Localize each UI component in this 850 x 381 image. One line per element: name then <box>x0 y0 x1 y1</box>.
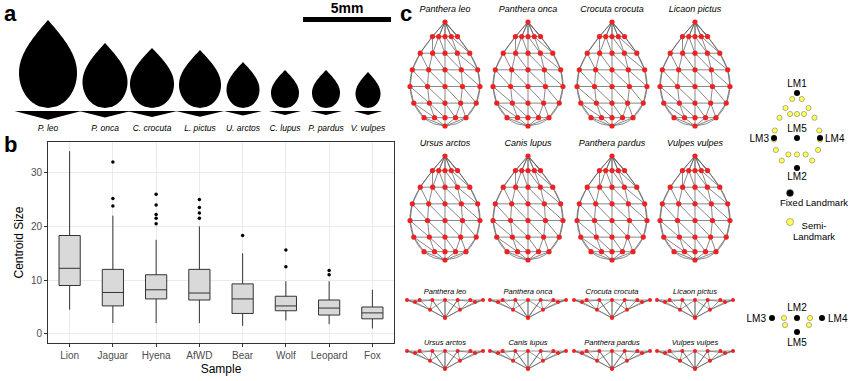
svg-text:C. lupus: C. lupus <box>269 123 301 133</box>
svg-text:LM3: LM3 <box>747 313 767 324</box>
svg-text:Semi-: Semi- <box>802 220 827 231</box>
svg-text:10: 10 <box>31 275 43 286</box>
svg-text:Lion: Lion <box>60 350 79 361</box>
svg-text:Landmark: Landmark <box>793 231 835 242</box>
svg-text:Ursus arctos: Ursus arctos <box>420 138 471 148</box>
svg-text:LM5: LM5 <box>787 337 807 348</box>
svg-text:Canis lupus: Canis lupus <box>504 138 552 148</box>
svg-text:P. leo: P. leo <box>38 123 59 133</box>
svg-text:LM4: LM4 <box>825 133 845 144</box>
svg-text:AfWD: AfWD <box>186 350 212 361</box>
svg-text:Sample: Sample <box>201 362 242 376</box>
svg-text:c: c <box>400 1 412 26</box>
svg-text:Panthera pardus: Panthera pardus <box>579 138 646 148</box>
svg-text:5mm: 5mm <box>331 0 364 16</box>
svg-text:LM1: LM1 <box>787 78 807 89</box>
svg-text:Wolf: Wolf <box>276 350 296 361</box>
svg-text:Vulpes vulpes: Vulpes vulpes <box>667 138 723 148</box>
svg-text:Canis lupus: Canis lupus <box>508 338 547 347</box>
svg-text:b: b <box>4 132 17 157</box>
svg-text:LM4: LM4 <box>828 313 848 324</box>
svg-text:Vulpes vulpes: Vulpes vulpes <box>672 338 719 347</box>
svg-text:LM2: LM2 <box>787 302 807 313</box>
svg-text:20: 20 <box>31 221 43 232</box>
svg-text:0: 0 <box>36 328 42 339</box>
svg-text:Panthera leo: Panthera leo <box>424 287 467 296</box>
svg-text:Centroid Size: Centroid Size <box>12 206 26 278</box>
svg-text:Fixed Landmark: Fixed Landmark <box>780 197 848 208</box>
svg-text:Leopard: Leopard <box>311 350 348 361</box>
svg-text:LM3: LM3 <box>750 133 770 144</box>
svg-text:C. crocuta: C. crocuta <box>133 123 172 133</box>
svg-text:LM5: LM5 <box>787 123 807 134</box>
svg-text:L. pictus: L. pictus <box>184 123 216 133</box>
svg-text:Panthera onca: Panthera onca <box>499 4 558 14</box>
svg-text:LM2: LM2 <box>787 171 807 182</box>
svg-text:Licaon pictus: Licaon pictus <box>669 4 722 14</box>
svg-text:Jaguar: Jaguar <box>98 350 129 361</box>
svg-text:Hyena: Hyena <box>142 350 171 361</box>
svg-text:Bear: Bear <box>232 350 254 361</box>
svg-text:Panthera leo: Panthera leo <box>419 4 470 14</box>
svg-text:P. onca: P. onca <box>91 123 119 133</box>
svg-text:P. pardus: P. pardus <box>308 123 344 133</box>
svg-text:U. arctos: U. arctos <box>226 123 261 133</box>
svg-text:Fox: Fox <box>364 350 381 361</box>
svg-text:30: 30 <box>31 167 43 178</box>
svg-text:Ursus arctos: Ursus arctos <box>424 338 466 347</box>
svg-text:Panthera pardus: Panthera pardus <box>584 338 640 347</box>
svg-text:V. vulpes: V. vulpes <box>351 123 386 133</box>
svg-text:a: a <box>4 1 17 26</box>
svg-text:Crocuta crocuta: Crocuta crocuta <box>586 287 639 296</box>
svg-text:Panthera onca: Panthera onca <box>504 287 553 296</box>
svg-text:Licaon pictus: Licaon pictus <box>673 287 717 296</box>
svg-text:Crocuta crocuta: Crocuta crocuta <box>580 4 644 14</box>
